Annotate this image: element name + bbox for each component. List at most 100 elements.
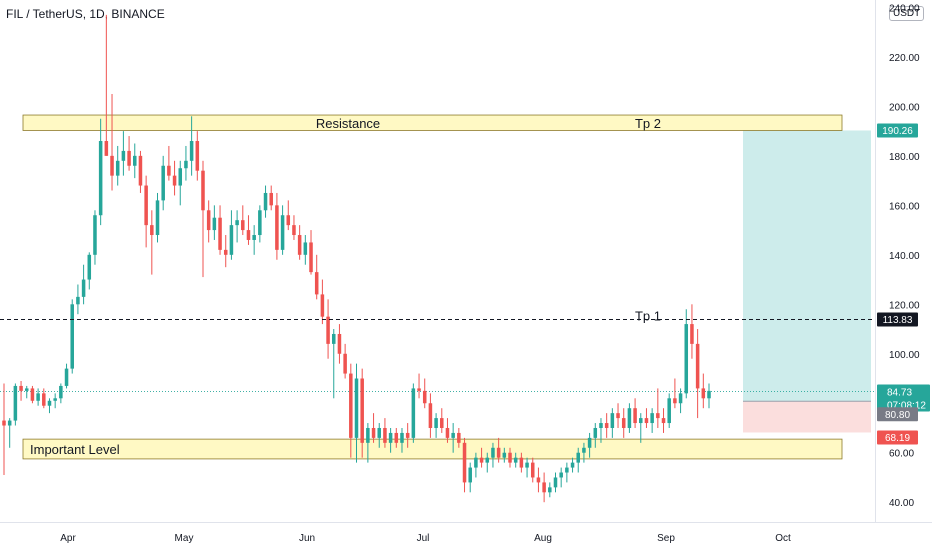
candle-body <box>7 420 12 426</box>
candle <box>201 160 205 278</box>
candle-body <box>559 472 563 478</box>
candle <box>263 185 268 218</box>
candle-body <box>548 487 552 493</box>
candle <box>150 210 154 275</box>
candle-body <box>104 141 109 156</box>
candle <box>445 418 450 443</box>
candle <box>314 254 319 300</box>
candle <box>30 385 35 404</box>
candle-body <box>422 390 427 404</box>
y-tick-label: 200.00 <box>889 102 920 113</box>
candle <box>269 185 273 211</box>
candle <box>252 225 256 255</box>
candle <box>707 383 711 409</box>
x-tick-label: Aug <box>534 533 552 544</box>
candle-body <box>331 333 336 344</box>
entry-price-badge: 80.80 <box>885 410 910 421</box>
candle <box>639 413 643 443</box>
candle <box>650 408 654 433</box>
candle <box>195 131 200 181</box>
candle-body <box>309 242 313 273</box>
candle <box>286 200 291 231</box>
candle <box>513 452 518 468</box>
candle-body <box>42 393 46 406</box>
candle <box>81 264 86 305</box>
symbol-title: FIL / TetherUS, 1D, BINANCE <box>6 7 165 21</box>
candle-body <box>610 413 615 428</box>
candle <box>59 383 63 404</box>
candle <box>530 457 535 483</box>
candle-body <box>684 324 689 394</box>
candle-body <box>457 432 461 443</box>
target-price-badge: 190.26 <box>882 126 913 137</box>
candle <box>377 423 382 448</box>
candle <box>451 423 455 453</box>
candle-body <box>13 385 18 421</box>
candle-body <box>292 225 296 236</box>
candle <box>428 393 433 438</box>
candle-body <box>377 427 382 438</box>
candle-body <box>639 418 643 424</box>
tp1-price-badge-bg <box>877 312 918 327</box>
candle-body <box>695 343 700 389</box>
candle <box>457 427 461 448</box>
candle-body <box>582 447 586 453</box>
candle-body <box>542 482 546 493</box>
y-tick-label: 100.00 <box>889 350 920 361</box>
candle <box>138 150 143 193</box>
candle-body <box>201 170 205 211</box>
candle-body <box>644 418 649 424</box>
candle-body <box>93 215 97 255</box>
stop-zone <box>743 401 871 433</box>
y-tick-label: 220.00 <box>889 53 920 64</box>
candle <box>525 457 529 478</box>
candle <box>87 252 92 290</box>
candle-body <box>326 316 330 344</box>
candle-body <box>144 185 148 226</box>
candle-body <box>371 427 376 438</box>
candle-body <box>127 150 131 166</box>
candle-body <box>496 447 501 458</box>
candle <box>19 380 23 401</box>
candle-body <box>320 294 325 317</box>
candle <box>241 205 245 236</box>
current-price-badge: 84.73 <box>887 388 912 399</box>
target-zone <box>743 130 871 402</box>
currency-badge[interactable]: USDT <box>889 6 925 21</box>
candle <box>394 427 399 448</box>
candle <box>320 279 325 325</box>
y-tick-label: 140.00 <box>889 251 920 262</box>
candle <box>627 403 632 433</box>
candle <box>673 378 677 409</box>
candle <box>644 408 649 428</box>
candle <box>468 462 472 493</box>
candle-body <box>269 192 273 206</box>
candle <box>440 408 444 433</box>
candle <box>354 363 359 463</box>
candle-body <box>383 427 387 443</box>
x-tick-label: Apr <box>60 533 76 544</box>
candle <box>411 383 416 443</box>
candle-body <box>121 150 126 161</box>
candle-body <box>621 418 626 428</box>
candle <box>292 215 296 240</box>
target-price-badge-bg <box>877 123 918 138</box>
candle-body <box>366 427 370 443</box>
candle-body <box>189 141 194 161</box>
stop-price-badge-bg <box>877 430 918 445</box>
candle-body <box>627 408 632 428</box>
candle <box>331 329 336 399</box>
candle <box>161 155 165 211</box>
candle <box>610 408 615 438</box>
candle <box>462 437 467 493</box>
candle-body <box>553 477 558 488</box>
candle <box>337 324 342 364</box>
candle <box>178 160 183 206</box>
candle-body <box>519 457 524 468</box>
candle <box>485 452 490 473</box>
candle-body <box>212 217 217 231</box>
candle <box>661 408 666 433</box>
candle-body <box>525 462 529 468</box>
candle <box>64 363 69 389</box>
